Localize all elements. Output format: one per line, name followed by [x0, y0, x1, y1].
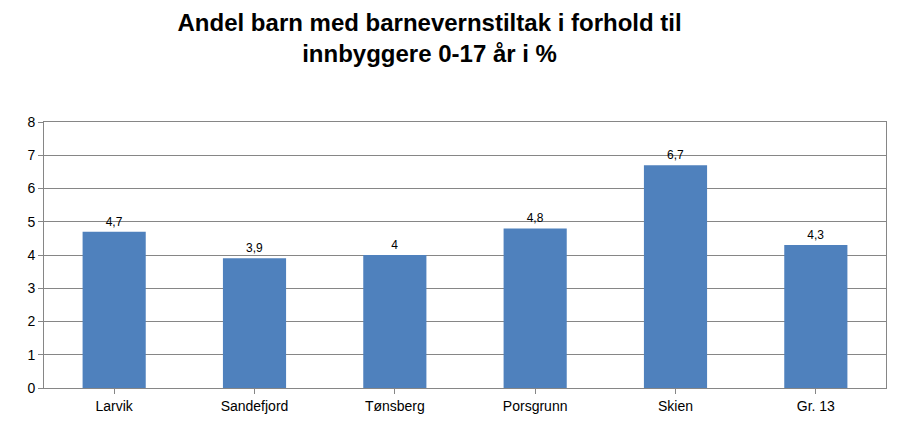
svg-text:Tønsberg: Tønsberg: [365, 398, 425, 414]
svg-text:Andel barn med barnevernstilta: Andel barn med barnevernstiltak i forhol…: [178, 9, 682, 67]
svg-text:6: 6: [27, 180, 35, 196]
svg-text:Porsgrunn: Porsgrunn: [503, 398, 568, 414]
svg-text:7: 7: [27, 147, 35, 163]
svg-text:3,9: 3,9: [246, 241, 263, 255]
svg-text:Skien: Skien: [658, 398, 693, 414]
svg-text:6,7: 6,7: [667, 148, 684, 162]
svg-text:5: 5: [27, 214, 35, 230]
svg-text:8: 8: [27, 114, 35, 130]
svg-text:2: 2: [27, 313, 35, 329]
svg-text:3: 3: [27, 280, 35, 296]
svg-text:Sandefjord: Sandefjord: [221, 398, 289, 414]
svg-text:4: 4: [391, 238, 398, 252]
svg-text:Gr. 13: Gr. 13: [797, 398, 835, 414]
svg-text:Larvik: Larvik: [95, 398, 133, 414]
svg-text:1: 1: [27, 347, 35, 363]
svg-text:4,8: 4,8: [527, 211, 544, 225]
svg-text:4,3: 4,3: [807, 228, 824, 242]
svg-text:4: 4: [27, 247, 35, 263]
svg-text:4,7: 4,7: [106, 215, 123, 229]
svg-text:0: 0: [27, 380, 35, 396]
